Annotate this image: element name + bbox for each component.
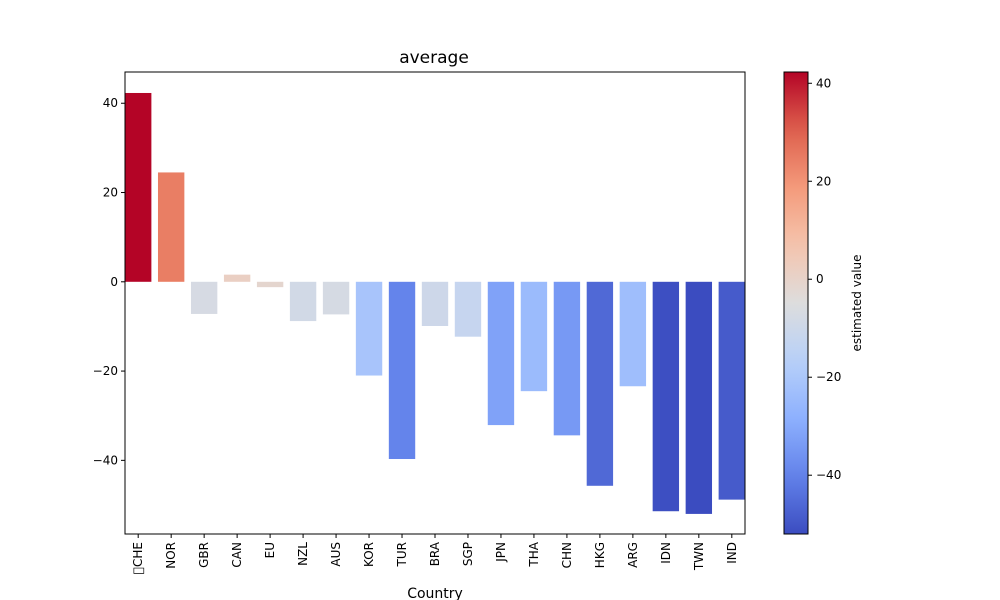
bars-group: [125, 92, 745, 514]
bar-chn: [553, 281, 581, 436]
bar-aus: [322, 281, 350, 315]
bar-arg: [619, 281, 647, 387]
bar-idn: [652, 281, 680, 512]
bar-tha: [520, 281, 548, 392]
x-tick-label: IND: [725, 542, 739, 564]
bar-che: [125, 92, 152, 282]
colorbar-tick-label: −20: [816, 370, 841, 384]
chart-title: average: [399, 48, 469, 68]
bar-eu: [256, 281, 284, 288]
bar-kor: [355, 281, 383, 376]
bar-ind: [718, 281, 745, 500]
x-axis-label: Country: [407, 586, 463, 600]
bar-sgp: [454, 281, 482, 337]
bar-nzl: [289, 281, 317, 322]
bar-tur: [388, 281, 416, 460]
x-tick-label: CAN: [230, 542, 244, 568]
x-tick-label: NZL: [296, 542, 310, 566]
y-tick-label: 40: [103, 96, 118, 110]
bar-nor: [157, 172, 185, 282]
colorbar-tick-label: 0: [816, 272, 824, 286]
x-tick-label: TUR: [395, 542, 409, 567]
x-tick-label: CHN: [560, 542, 574, 568]
bar-bra: [421, 281, 449, 326]
x-tick-label: TWN: [692, 542, 706, 571]
y-tick-label: −40: [93, 453, 118, 467]
x-tick-label: HKG: [593, 542, 607, 568]
y-tick-label: 0: [110, 275, 118, 289]
bar-twn: [685, 281, 713, 514]
x-tick-label: KOR: [362, 542, 376, 567]
colorbar-label: estimated value: [850, 254, 864, 351]
x-tick-label: NOR: [164, 542, 178, 569]
x-tick-label: ARG: [626, 542, 640, 568]
x-axis:  CHE NOR GBR CAN EU NZL AUS KOR TUR BRA SGP JPN THA C…: [131, 534, 739, 574]
colorbar-tick-label: 40: [816, 76, 831, 90]
x-tick-label: THA: [527, 541, 541, 567]
x-tick-label: BRA: [428, 541, 442, 566]
colorbar-tick-label: −40: [816, 468, 841, 482]
x-tick-label:  CHE: [131, 542, 145, 574]
colorbar-gradient: [783, 71, 809, 535]
x-tick-label: AUS: [329, 542, 343, 567]
plot-frame: [124, 71, 746, 535]
colorbar-tick-label: 20: [816, 174, 831, 188]
colorbar: 40 20 0 −20 −40 estimated value: [783, 71, 864, 535]
y-tick-label: 20: [103, 186, 118, 200]
x-tick-label: JPN: [494, 542, 508, 563]
bar-hkg: [586, 281, 614, 486]
y-axis: 40 20 0 −20 −40: [93, 96, 125, 467]
x-tick-label: EU: [263, 542, 277, 558]
bar-jpn: [487, 281, 515, 426]
x-tick-label: SGP: [461, 542, 475, 566]
colorbar-ticks: 40 20 0 −20 −40: [808, 76, 841, 482]
x-tick-label: IDN: [659, 542, 673, 564]
x-tick-label: GBR: [197, 542, 211, 568]
bar-gbr: [190, 281, 218, 314]
y-tick-label: −20: [93, 364, 118, 378]
bar-can: [223, 274, 251, 282]
